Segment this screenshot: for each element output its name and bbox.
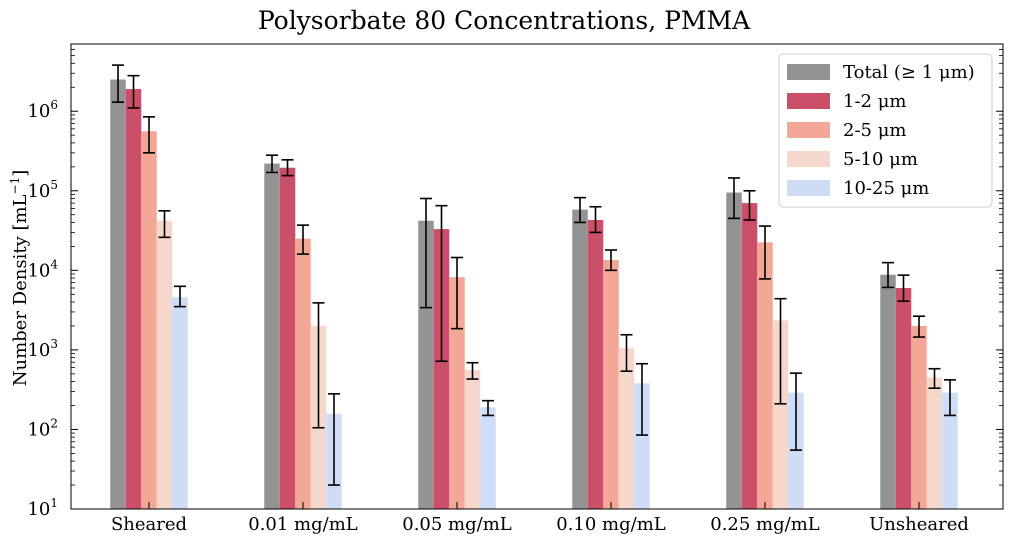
y-axis-label: Number Density [mL−1] [8, 170, 31, 387]
bar [125, 89, 142, 510]
bar [603, 259, 619, 509]
legend-swatch [787, 151, 830, 167]
axes-frame [70, 43, 1004, 510]
legend-label: 1-2 μm [843, 91, 906, 112]
bar [741, 203, 758, 510]
legend-box [778, 53, 993, 208]
bar [911, 325, 927, 509]
y-tick-label: 105 [27, 178, 58, 202]
legend-swatch [787, 180, 830, 196]
bar [726, 192, 742, 509]
x-tick-label: 0.01 mg/mL [248, 514, 358, 535]
legend-label: 5-10 μm [843, 149, 918, 170]
x-tick-label: Sheared [111, 514, 187, 535]
bar [295, 238, 311, 509]
bar [895, 287, 912, 509]
bar [418, 220, 434, 510]
bar [572, 209, 588, 509]
legend-label: 2-5 μm [843, 120, 906, 141]
chart-title: Polysorbate 80 Concentrations, PMMA [258, 6, 751, 35]
bar [433, 229, 450, 510]
legend-label: 10-25 μm [843, 178, 929, 199]
bar [587, 219, 604, 509]
x-tick-label: Unsheared [869, 514, 969, 535]
bar [757, 242, 773, 510]
bar [156, 220, 173, 510]
x-tick-label: 0.10 mg/mL [556, 514, 666, 535]
y-tick-label: 104 [27, 257, 58, 281]
bar [880, 274, 896, 509]
x-tick-label: 0.05 mg/mL [402, 514, 512, 535]
y-tick-label: 101 [27, 496, 58, 520]
legend-swatch [787, 64, 830, 80]
bar [618, 348, 635, 509]
bar [172, 297, 188, 509]
bar [634, 383, 650, 509]
bar [141, 131, 157, 509]
x-tick-label: 0.25 mg/mL [710, 514, 820, 535]
bar [480, 407, 496, 509]
bar [279, 167, 296, 509]
bar [264, 163, 280, 510]
y-tick-label: 102 [27, 416, 58, 440]
bar [926, 377, 943, 509]
bar [449, 277, 465, 509]
legend-swatch [787, 122, 830, 138]
bar [772, 320, 789, 509]
bar [942, 392, 958, 509]
y-tick-label: 106 [27, 98, 58, 122]
plot-area: 101 102 103 104 105 106 Sheared 0.01 mg/mL 0.05 … [27, 43, 1004, 535]
legend-swatch [787, 93, 830, 109]
y-tick-label: 103 [27, 337, 58, 361]
bar [110, 79, 126, 510]
legend: Total (≥ 1 μm) 1-2 μm 2-5 μm 5-10 μm 10-25 μ… [778, 53, 993, 208]
bar [464, 369, 481, 509]
legend-label: Total (≥ 1 μm) [843, 62, 975, 83]
